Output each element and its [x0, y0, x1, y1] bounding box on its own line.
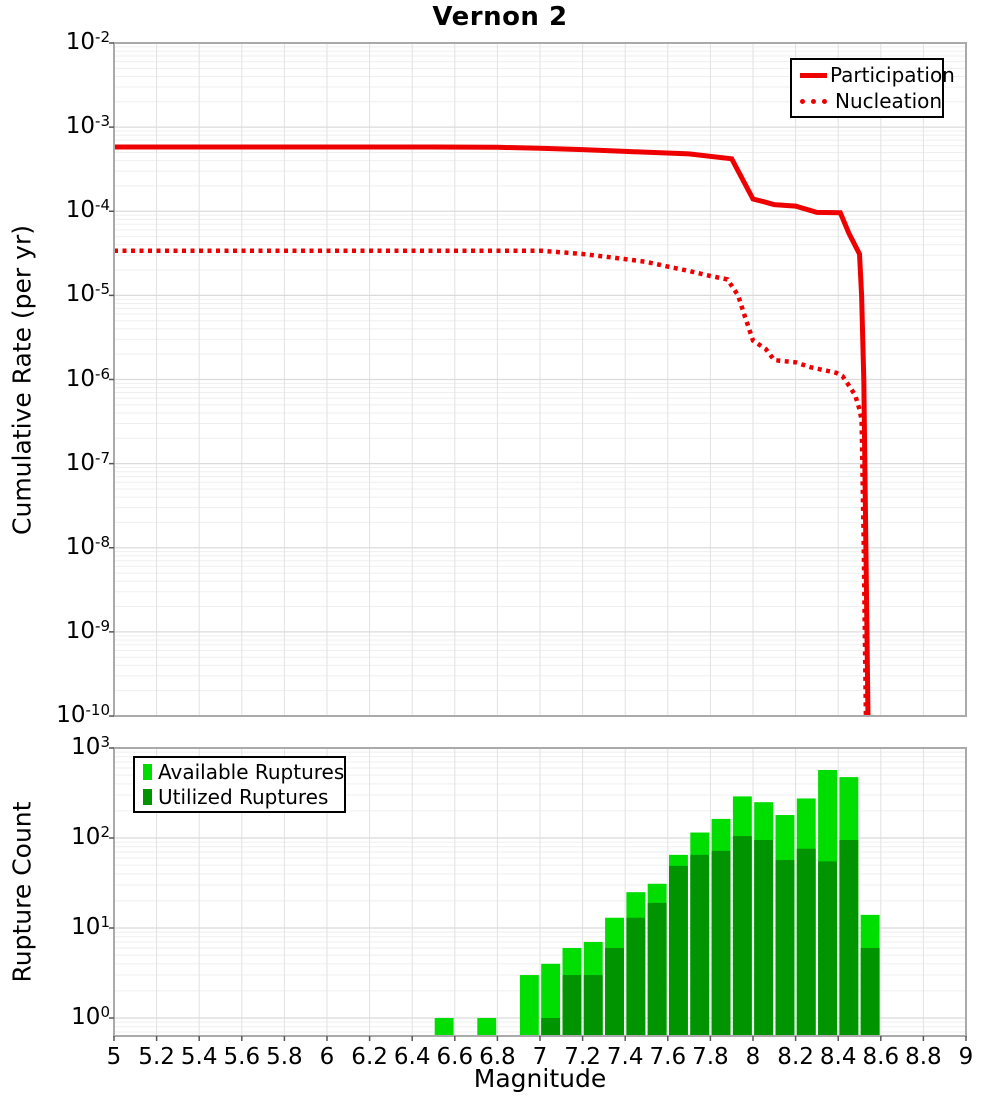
- x-tick-label: 7: [532, 1044, 548, 1070]
- bar: [519, 975, 539, 1036]
- y-tick-label: 10-5: [65, 280, 110, 308]
- x-tick-label: 7.2: [564, 1044, 601, 1070]
- bar: [754, 840, 774, 1036]
- bar: [839, 840, 859, 1036]
- x-tick-label: 5: [106, 1044, 122, 1070]
- x-tick-label: 8.2: [777, 1044, 814, 1070]
- x-tick-label: 7.4: [606, 1044, 644, 1070]
- gridlines-1: [113, 42, 967, 717]
- participation-legend-label: Participation: [830, 63, 955, 87]
- x-tick-label: 8.4: [819, 1044, 857, 1070]
- bar: [732, 836, 752, 1036]
- x-tick-label: 8.8: [905, 1044, 942, 1070]
- bar: [711, 850, 731, 1036]
- utilized-legend-label: Utilized Ruptures: [158, 784, 329, 809]
- x-tick-label: 6: [319, 1044, 335, 1070]
- available-ruptures-swatch: [143, 764, 152, 781]
- nucleation-line-swatch: [800, 98, 827, 104]
- participation-line: [114, 144, 871, 717]
- bar: [669, 865, 688, 1036]
- y-tick-label: 10-6: [65, 364, 110, 392]
- legend-row-nucleation: Nucleation: [800, 88, 942, 114]
- x-tick-label: 7.8: [692, 1044, 729, 1070]
- x-tick-label: 6.8: [479, 1044, 516, 1070]
- bar: [541, 1018, 561, 1036]
- bar: [860, 947, 880, 1036]
- y-tick-label: 10-9: [65, 617, 110, 645]
- rate-axis-label: Cumulative Rate (per yr): [7, 225, 37, 535]
- utilized-bars: [541, 836, 880, 1036]
- legend-row-available: Available Ruptures: [143, 760, 344, 785]
- bar: [647, 902, 667, 1036]
- bar: [477, 1018, 497, 1036]
- y-tick-label: 10-4: [65, 196, 110, 224]
- rate-legend: Participation Nucleation: [790, 58, 955, 118]
- x-tick-label: 6.2: [351, 1044, 388, 1070]
- y-tick-label: 10-3: [65, 112, 110, 140]
- x-tick-label: 6.6: [436, 1044, 474, 1070]
- bar: [541, 963, 561, 1036]
- y-tick-label: 103: [71, 733, 110, 761]
- bar: [796, 848, 816, 1036]
- x-tick-label: 6.4: [393, 1044, 431, 1070]
- x-tick-label: 5.2: [138, 1044, 175, 1070]
- rupture-legend: Available Ruptures Utilized Ruptures: [133, 756, 346, 813]
- x-tick-label: 9: [958, 1044, 974, 1070]
- y-tick-label: 10-8: [65, 532, 110, 560]
- bar: [690, 854, 710, 1036]
- y-tick-label: 10-2: [65, 28, 110, 56]
- x-tick-label: 8: [745, 1044, 761, 1070]
- tick-marks-1: [109, 42, 114, 717]
- magnitude-axis-label: Magnitude: [473, 1064, 607, 1093]
- legend-row-participation: Participation: [800, 62, 955, 88]
- legend-row-utilized: Utilized Ruptures: [143, 785, 338, 810]
- participation-line-swatch: [800, 72, 827, 78]
- y-tick-label: 101: [71, 913, 110, 941]
- x-tick-label: 7.6: [649, 1044, 687, 1070]
- chart-title: Vernon 2: [432, 2, 568, 32]
- nucleation-legend-label: Nucleation: [835, 89, 943, 113]
- bar: [605, 947, 624, 1036]
- bar: [562, 975, 582, 1036]
- bar: [626, 917, 646, 1036]
- y-tick-label: 10-7: [65, 448, 110, 476]
- y-tick-label: 102: [71, 823, 110, 851]
- y-tick-label: 100: [71, 1003, 110, 1031]
- tick-marks-2: [109, 747, 967, 1041]
- available-legend-label: Available Ruptures: [158, 760, 345, 785]
- x-tick-label: 5.4: [180, 1044, 218, 1070]
- x-tick-label: 8.6: [862, 1044, 900, 1070]
- bar: [775, 859, 795, 1036]
- utilized-ruptures-swatch: [143, 788, 152, 805]
- x-tick-label: 5.6: [223, 1044, 261, 1070]
- x-tick-label: 5.8: [266, 1044, 303, 1070]
- y-tick-label: 10-10: [56, 701, 110, 729]
- bar: [434, 1018, 454, 1036]
- count-axis-label: Rupture Count: [7, 801, 37, 983]
- bar: [583, 975, 603, 1036]
- bar: [818, 861, 837, 1036]
